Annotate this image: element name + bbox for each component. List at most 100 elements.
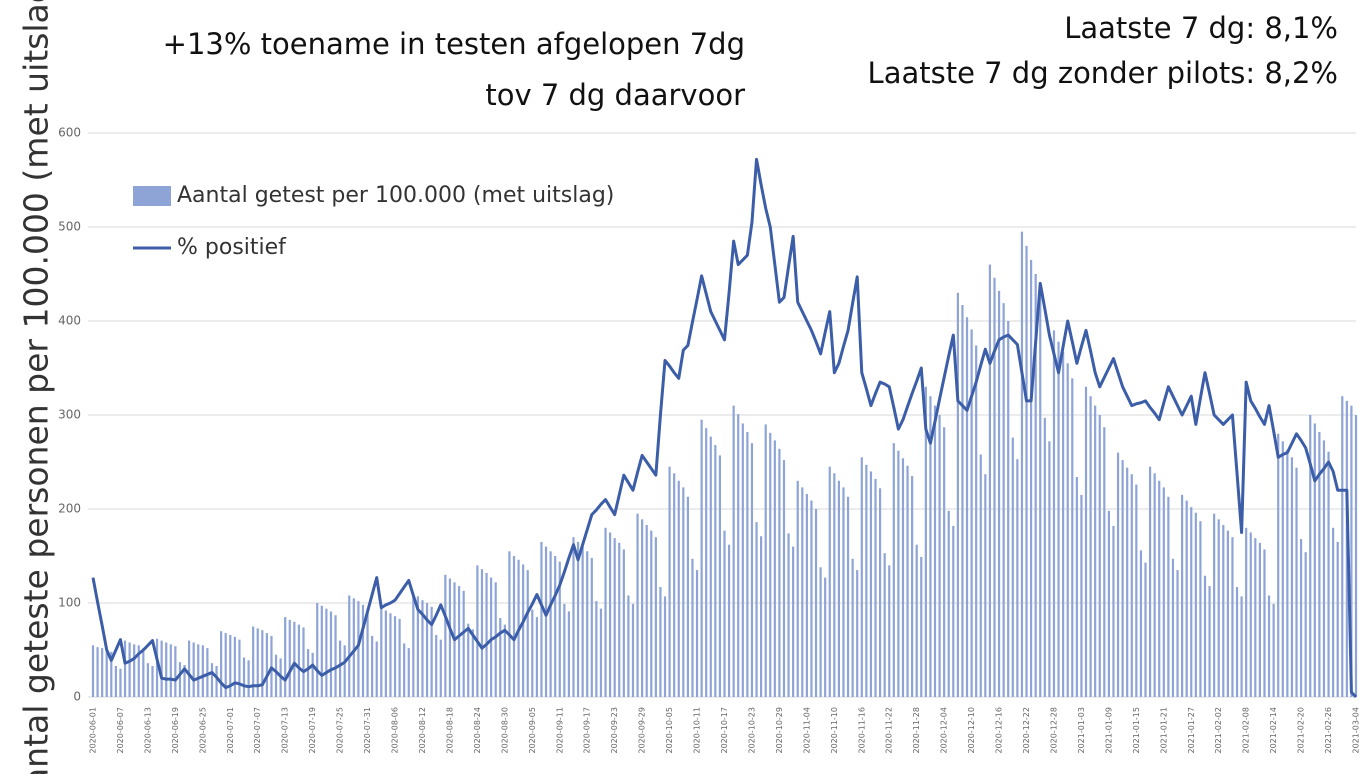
x-tick-label: 2020-06-07 bbox=[116, 707, 125, 754]
bar bbox=[91, 645, 95, 697]
bar bbox=[462, 590, 465, 697]
bar bbox=[549, 551, 552, 697]
bar bbox=[622, 549, 625, 697]
bar bbox=[952, 525, 955, 697]
bar bbox=[1153, 473, 1156, 697]
bar bbox=[732, 405, 735, 697]
bar bbox=[718, 455, 722, 697]
bar bbox=[499, 618, 502, 697]
bar bbox=[210, 663, 214, 697]
bar bbox=[924, 386, 927, 697]
bar bbox=[407, 648, 410, 697]
bar bbox=[654, 537, 657, 697]
bar bbox=[1144, 562, 1147, 697]
bar bbox=[343, 645, 346, 697]
y-tick-label: 200 bbox=[58, 502, 81, 516]
bar bbox=[1039, 291, 1042, 697]
bar bbox=[1263, 549, 1266, 697]
bar bbox=[1016, 459, 1019, 697]
bar bbox=[1148, 466, 1152, 697]
x-tick-label: 2020-08-12 bbox=[418, 707, 427, 754]
bar bbox=[563, 603, 566, 697]
bar bbox=[229, 634, 232, 697]
bar bbox=[128, 642, 131, 697]
bar bbox=[631, 603, 635, 697]
x-tick-label: 2020-09-17 bbox=[583, 707, 592, 754]
bar bbox=[169, 644, 172, 697]
legend-label: % positief bbox=[177, 235, 287, 260]
bar bbox=[274, 654, 278, 697]
bar bbox=[586, 551, 589, 697]
bar bbox=[297, 624, 301, 697]
bar bbox=[897, 450, 900, 697]
bar bbox=[1318, 431, 1321, 697]
bar bbox=[142, 648, 145, 697]
bar bbox=[1135, 484, 1138, 697]
bar bbox=[965, 317, 969, 697]
bar bbox=[947, 510, 950, 697]
bar bbox=[567, 611, 571, 697]
bar bbox=[105, 650, 108, 697]
x-tick-label: 2021-02-14 bbox=[1269, 707, 1278, 754]
bar bbox=[824, 577, 827, 697]
x-tick-label: 2020-12-22 bbox=[1022, 707, 1031, 754]
x-tick-label: 2020-09-29 bbox=[638, 707, 647, 754]
bar bbox=[997, 290, 1001, 697]
bar bbox=[641, 519, 644, 697]
bar bbox=[165, 642, 168, 697]
annotation: Laatste 7 dg zonder pilots: 8,2% bbox=[868, 56, 1338, 90]
bar bbox=[494, 582, 497, 697]
legend-label: Aantal getest per 100.000 (met uitslag) bbox=[177, 183, 614, 208]
x-tick-label: 2021-02-26 bbox=[1324, 707, 1333, 754]
bar bbox=[174, 646, 177, 697]
bar bbox=[764, 424, 767, 697]
bar bbox=[814, 509, 818, 697]
x-tick-label: 2021-01-09 bbox=[1104, 707, 1113, 754]
bar bbox=[682, 487, 685, 697]
bar bbox=[535, 617, 538, 697]
bar bbox=[636, 513, 639, 697]
y-tick-label: 100 bbox=[58, 596, 81, 610]
bar bbox=[1299, 539, 1303, 697]
bar bbox=[1332, 527, 1335, 697]
bar bbox=[192, 642, 195, 697]
bar bbox=[320, 605, 323, 697]
x-tick-label: 2020-08-06 bbox=[391, 707, 400, 754]
bar bbox=[810, 500, 813, 697]
bar bbox=[737, 414, 740, 697]
bar bbox=[892, 443, 895, 697]
bar bbox=[933, 405, 937, 697]
bar bbox=[224, 633, 227, 697]
bar bbox=[1107, 510, 1110, 697]
bar bbox=[961, 305, 964, 697]
bar bbox=[457, 586, 461, 697]
bar bbox=[750, 443, 754, 697]
bar bbox=[1313, 423, 1316, 697]
bar bbox=[1034, 274, 1037, 697]
bar bbox=[389, 613, 392, 697]
bar bbox=[691, 558, 694, 697]
x-tick-label: 2020-07-25 bbox=[336, 707, 345, 754]
bar bbox=[856, 570, 859, 697]
bar bbox=[1084, 386, 1088, 697]
bar bbox=[1162, 487, 1165, 697]
y-tick-label: 400 bbox=[58, 314, 81, 328]
bar bbox=[1336, 541, 1339, 697]
bar bbox=[215, 665, 218, 697]
bar bbox=[782, 460, 786, 697]
bar bbox=[480, 569, 484, 697]
bar bbox=[741, 423, 744, 697]
bar bbox=[627, 595, 630, 697]
bar bbox=[1322, 440, 1326, 697]
x-tick-label: 2021-02-20 bbox=[1297, 707, 1306, 754]
bar bbox=[705, 428, 708, 697]
bar bbox=[888, 565, 891, 697]
x-tick-label: 2020-08-18 bbox=[445, 707, 454, 754]
bar bbox=[1121, 460, 1124, 697]
bar bbox=[1098, 415, 1101, 697]
bar bbox=[256, 628, 259, 697]
bar bbox=[265, 633, 268, 697]
x-tick-label: 2021-01-21 bbox=[1159, 707, 1168, 754]
bar bbox=[833, 473, 836, 697]
